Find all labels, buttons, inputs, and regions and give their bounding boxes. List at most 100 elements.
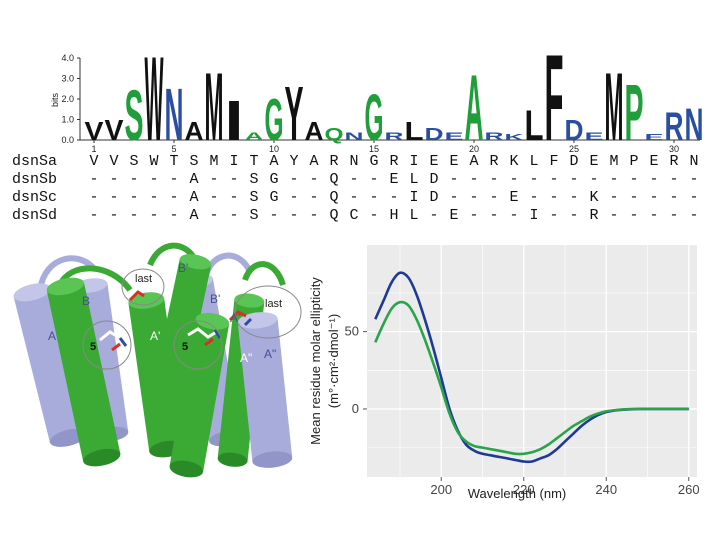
alignment-residue: K bbox=[589, 189, 598, 206]
alignment-residue: I bbox=[529, 207, 538, 224]
logo-letter: F bbox=[545, 30, 564, 167]
alignment-residue: R bbox=[329, 153, 338, 170]
svg-text:N: N bbox=[685, 100, 704, 151]
alignment-residue: - bbox=[509, 207, 518, 224]
logo-position-label: 30 bbox=[669, 144, 679, 154]
svg-text:F: F bbox=[545, 30, 564, 167]
position-circle bbox=[173, 320, 223, 370]
alignment-residue: D bbox=[429, 171, 438, 188]
svg-text:I: I bbox=[225, 89, 244, 153]
svg-text:A: A bbox=[465, 57, 484, 161]
alignment-residue: - bbox=[149, 189, 158, 206]
svg-text:L: L bbox=[525, 103, 544, 150]
alignment-residue: - bbox=[669, 207, 678, 224]
svg-text:A: A bbox=[185, 117, 204, 146]
logo-letter: L bbox=[525, 103, 544, 150]
logo-letter: G bbox=[265, 88, 284, 154]
logo-letter: W bbox=[145, 33, 164, 167]
alignment-residue: - bbox=[469, 207, 478, 224]
plot-series bbox=[374, 271, 689, 464]
logo-letter: D bbox=[425, 124, 444, 143]
svg-text:A: A bbox=[305, 117, 324, 146]
alignment-residue: - bbox=[349, 189, 358, 206]
svg-text:G: G bbox=[365, 82, 384, 155]
helix-label: A" bbox=[264, 347, 276, 361]
logo-letter: A bbox=[245, 130, 264, 143]
alignment-residue: - bbox=[129, 189, 138, 206]
alignment-residue: R bbox=[389, 153, 398, 170]
alignment-residue: E bbox=[429, 153, 438, 170]
alignment-residue: - bbox=[669, 189, 678, 206]
alignment-residue: D bbox=[429, 189, 438, 206]
alignment-residue: - bbox=[109, 207, 118, 224]
alignment-residue: - bbox=[109, 171, 118, 188]
alignment-residue: - bbox=[149, 207, 158, 224]
alignment-residue: N bbox=[349, 153, 358, 170]
alignment-residue: S bbox=[249, 189, 258, 206]
svg-text:R: R bbox=[385, 130, 404, 143]
alignment-residue: S bbox=[189, 153, 198, 170]
svg-text:S: S bbox=[125, 77, 144, 156]
alignment-residue: - bbox=[529, 189, 538, 206]
y-ticks: 0 50 bbox=[345, 324, 367, 416]
alignment-residue: A bbox=[469, 153, 478, 170]
logo-letter: R bbox=[385, 130, 404, 143]
x-tick-label: 240 bbox=[595, 482, 617, 497]
alignment-residue: - bbox=[609, 189, 618, 206]
loop bbox=[37, 255, 98, 291]
alignment-residue: S bbox=[249, 171, 258, 188]
alignment-residue: E bbox=[509, 189, 518, 206]
svg-text:W: W bbox=[145, 33, 164, 167]
alignment-residue: - bbox=[129, 207, 138, 224]
alignment-residue: - bbox=[589, 171, 598, 188]
svg-text:L: L bbox=[405, 117, 424, 146]
svg-text:N: N bbox=[345, 130, 364, 143]
alignment-residue: - bbox=[169, 171, 178, 188]
alignment-residue: - bbox=[549, 171, 558, 188]
y-tick-label: 50 bbox=[345, 324, 359, 339]
position-circle bbox=[82, 320, 132, 370]
alignment-residue: G bbox=[269, 189, 278, 206]
alignment-residue: S bbox=[129, 153, 138, 170]
logo-letter: N bbox=[165, 74, 184, 156]
alignment-residue: - bbox=[369, 171, 378, 188]
logo-letter: V bbox=[85, 117, 105, 146]
svg-text:M: M bbox=[205, 53, 224, 161]
helix-label: A' bbox=[230, 311, 240, 325]
last-residue-circle bbox=[234, 285, 302, 339]
alignment-residue: Q bbox=[329, 171, 338, 188]
alignment-residue: - bbox=[629, 189, 638, 206]
loop bbox=[242, 261, 286, 287]
alignment-residue: P bbox=[629, 153, 638, 170]
alignment-residue: - bbox=[149, 171, 158, 188]
alignment-residue: - bbox=[689, 171, 698, 188]
alignment-residue: H bbox=[389, 207, 398, 224]
alignment-sequences: V V S W T S M I T A Y A R N G R I E E A R K L F D E M P E R N- - - - - A - - S… bbox=[89, 153, 698, 224]
alignment-residue: - bbox=[489, 171, 498, 188]
alignment-residue: A bbox=[189, 207, 198, 224]
svg-text:G: G bbox=[265, 88, 284, 154]
alignment-residue: E bbox=[449, 153, 458, 170]
alignment-residue: - bbox=[209, 207, 218, 224]
helix-label: A bbox=[48, 329, 56, 343]
alignment-residue: - bbox=[649, 207, 658, 224]
helix-label: B' bbox=[178, 261, 188, 275]
alignment-residue: - bbox=[89, 189, 98, 206]
alignment-residue: A bbox=[189, 171, 198, 188]
logo-position-label: 20 bbox=[469, 144, 479, 154]
alignment-residue: - bbox=[449, 189, 458, 206]
svg-text:E: E bbox=[645, 133, 664, 142]
alignment-residue: - bbox=[169, 189, 178, 206]
logo-letter: A bbox=[185, 117, 204, 146]
logo-letter: N bbox=[685, 100, 704, 151]
x-tick-label: 200 bbox=[430, 482, 452, 497]
svg-text:Y: Y bbox=[285, 70, 304, 156]
alignment-residue: - bbox=[269, 207, 278, 224]
position-label: 5 bbox=[90, 341, 96, 353]
logo-y-ticks: 0.0 1.0 2.0 3.0 4.0 bbox=[61, 53, 80, 145]
helix-label: B' bbox=[210, 292, 220, 306]
logo-letter: A bbox=[305, 117, 324, 146]
svg-text:Q: Q bbox=[325, 124, 344, 143]
